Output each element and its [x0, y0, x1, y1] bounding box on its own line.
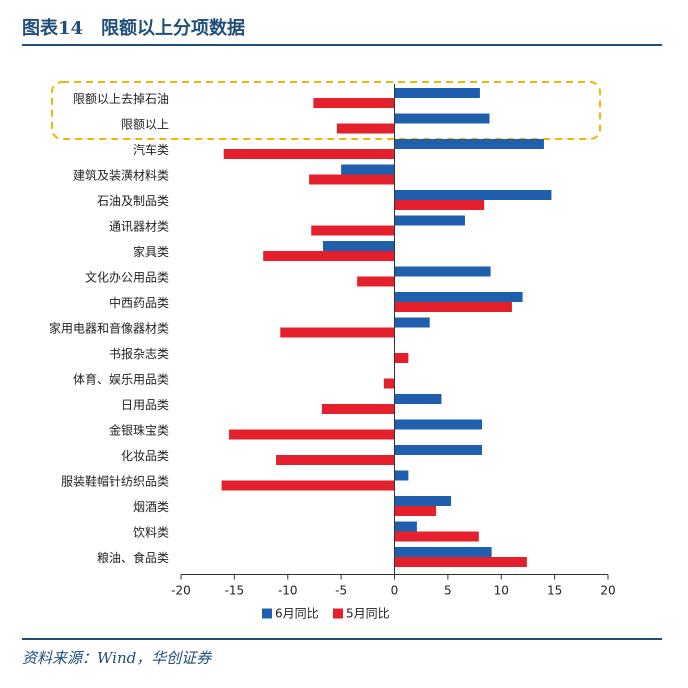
category-label: 体育、娱乐用品类 — [73, 371, 169, 386]
bar-may-9 — [280, 327, 395, 338]
x-tick-label: -20 — [171, 584, 191, 598]
bar-june-0 — [394, 88, 480, 98]
bar-may-17 — [394, 531, 479, 542]
axis-layer — [180, 84, 609, 580]
bar-june-17 — [394, 521, 417, 532]
bar-may-7 — [357, 276, 395, 287]
bar-may-5 — [311, 225, 395, 236]
category-labels: 限额以上去掉石油限额以上汽车类建筑及装潢材料类石油及制品类通讯器材类家具类文化办… — [49, 92, 169, 565]
category-label: 化妆品类 — [121, 449, 169, 463]
bar-june-1 — [394, 113, 490, 124]
x-tick-label: 0 — [391, 584, 399, 598]
legend-label-may: 5月同比 — [346, 607, 390, 621]
x-tick-label: 20 — [600, 584, 615, 598]
legend-swatch-may — [333, 608, 343, 619]
bar-may-0 — [313, 98, 395, 108]
bar-june-4 — [394, 190, 552, 200]
bar-may-16 — [394, 506, 437, 516]
highlight-box — [51, 81, 601, 140]
category-label: 家用电器和音像器材类 — [49, 320, 169, 335]
category-label: 通讯器材类 — [109, 219, 169, 233]
figure-header: 图表14 限额以上分项数据 — [22, 14, 662, 44]
bar-may-4 — [394, 200, 485, 210]
category-label: 服装鞋帽针纺织品类 — [61, 473, 169, 488]
bar-june-6 — [322, 241, 395, 251]
category-label: 汽车类 — [133, 142, 169, 157]
category-label: 金银珠宝类 — [109, 422, 169, 437]
category-label: 中西药品类 — [109, 295, 169, 310]
bar-june-12 — [394, 394, 442, 404]
legend-label-june: 6月同比 — [275, 607, 319, 621]
bar-june-9 — [394, 317, 430, 328]
bar-may-15 — [221, 480, 395, 491]
header-rule — [22, 44, 662, 46]
x-tick-label: 5 — [444, 584, 452, 598]
tick-labels: -20 -15 -10 -5 0 5 10 15 20 — [171, 584, 615, 598]
x-tick-label: 10 — [494, 584, 509, 598]
category-label: 限额以上 — [121, 117, 169, 131]
x-tick-label: -10 — [278, 584, 298, 598]
category-label: 日用品类 — [121, 398, 169, 412]
bar-may-18 — [394, 557, 527, 567]
x-tick-label: -5 — [335, 584, 347, 598]
legend: 6月同比 5月同比 — [262, 607, 390, 621]
legend-swatch-june — [262, 608, 272, 619]
bar-june-13 — [394, 419, 483, 430]
footer-rule — [22, 638, 662, 640]
bar-may-8 — [394, 302, 512, 312]
category-label: 限额以上去掉石油 — [73, 92, 169, 106]
bar-may-1 — [336, 123, 395, 134]
bar-may-11 — [383, 378, 395, 389]
bar-june-5 — [394, 215, 465, 226]
bar-may-10 — [394, 353, 409, 363]
bar-may-3 — [309, 174, 395, 185]
category-label: 文化办公用品类 — [85, 269, 169, 284]
figure-title: 图表14 限额以上分项数据 — [22, 18, 246, 39]
bar-may-12 — [321, 404, 395, 414]
highlight-layer — [51, 81, 601, 140]
bar-june-2 — [394, 139, 544, 149]
bar-may-6 — [263, 251, 395, 261]
category-label: 家具类 — [133, 244, 169, 259]
x-tick-label: -15 — [225, 584, 245, 598]
category-label: 烟酒类 — [133, 500, 169, 514]
bar-june-8 — [394, 292, 523, 302]
bar-june-18 — [394, 547, 492, 557]
category-label: 饮料类 — [133, 525, 169, 539]
bars-layer — [221, 88, 552, 567]
bar-may-13 — [229, 429, 395, 440]
bar-june-16 — [394, 496, 452, 506]
category-label: 建筑及装潢材料类 — [73, 167, 169, 182]
bar-june-15 — [394, 470, 409, 481]
category-label: 石油及制品类 — [97, 194, 169, 208]
bar-june-7 — [394, 266, 491, 277]
x-tick-label: 15 — [547, 584, 562, 598]
bar-june-14 — [394, 445, 483, 455]
bar-may-2 — [223, 149, 395, 159]
category-label: 粮油、食品类 — [97, 550, 169, 565]
category-label: 书报杂志类 — [109, 346, 169, 361]
bar-june-3 — [341, 164, 395, 175]
bar-may-14 — [276, 455, 395, 465]
source-note: 资料来源：Wind，华创证券 — [22, 649, 212, 667]
